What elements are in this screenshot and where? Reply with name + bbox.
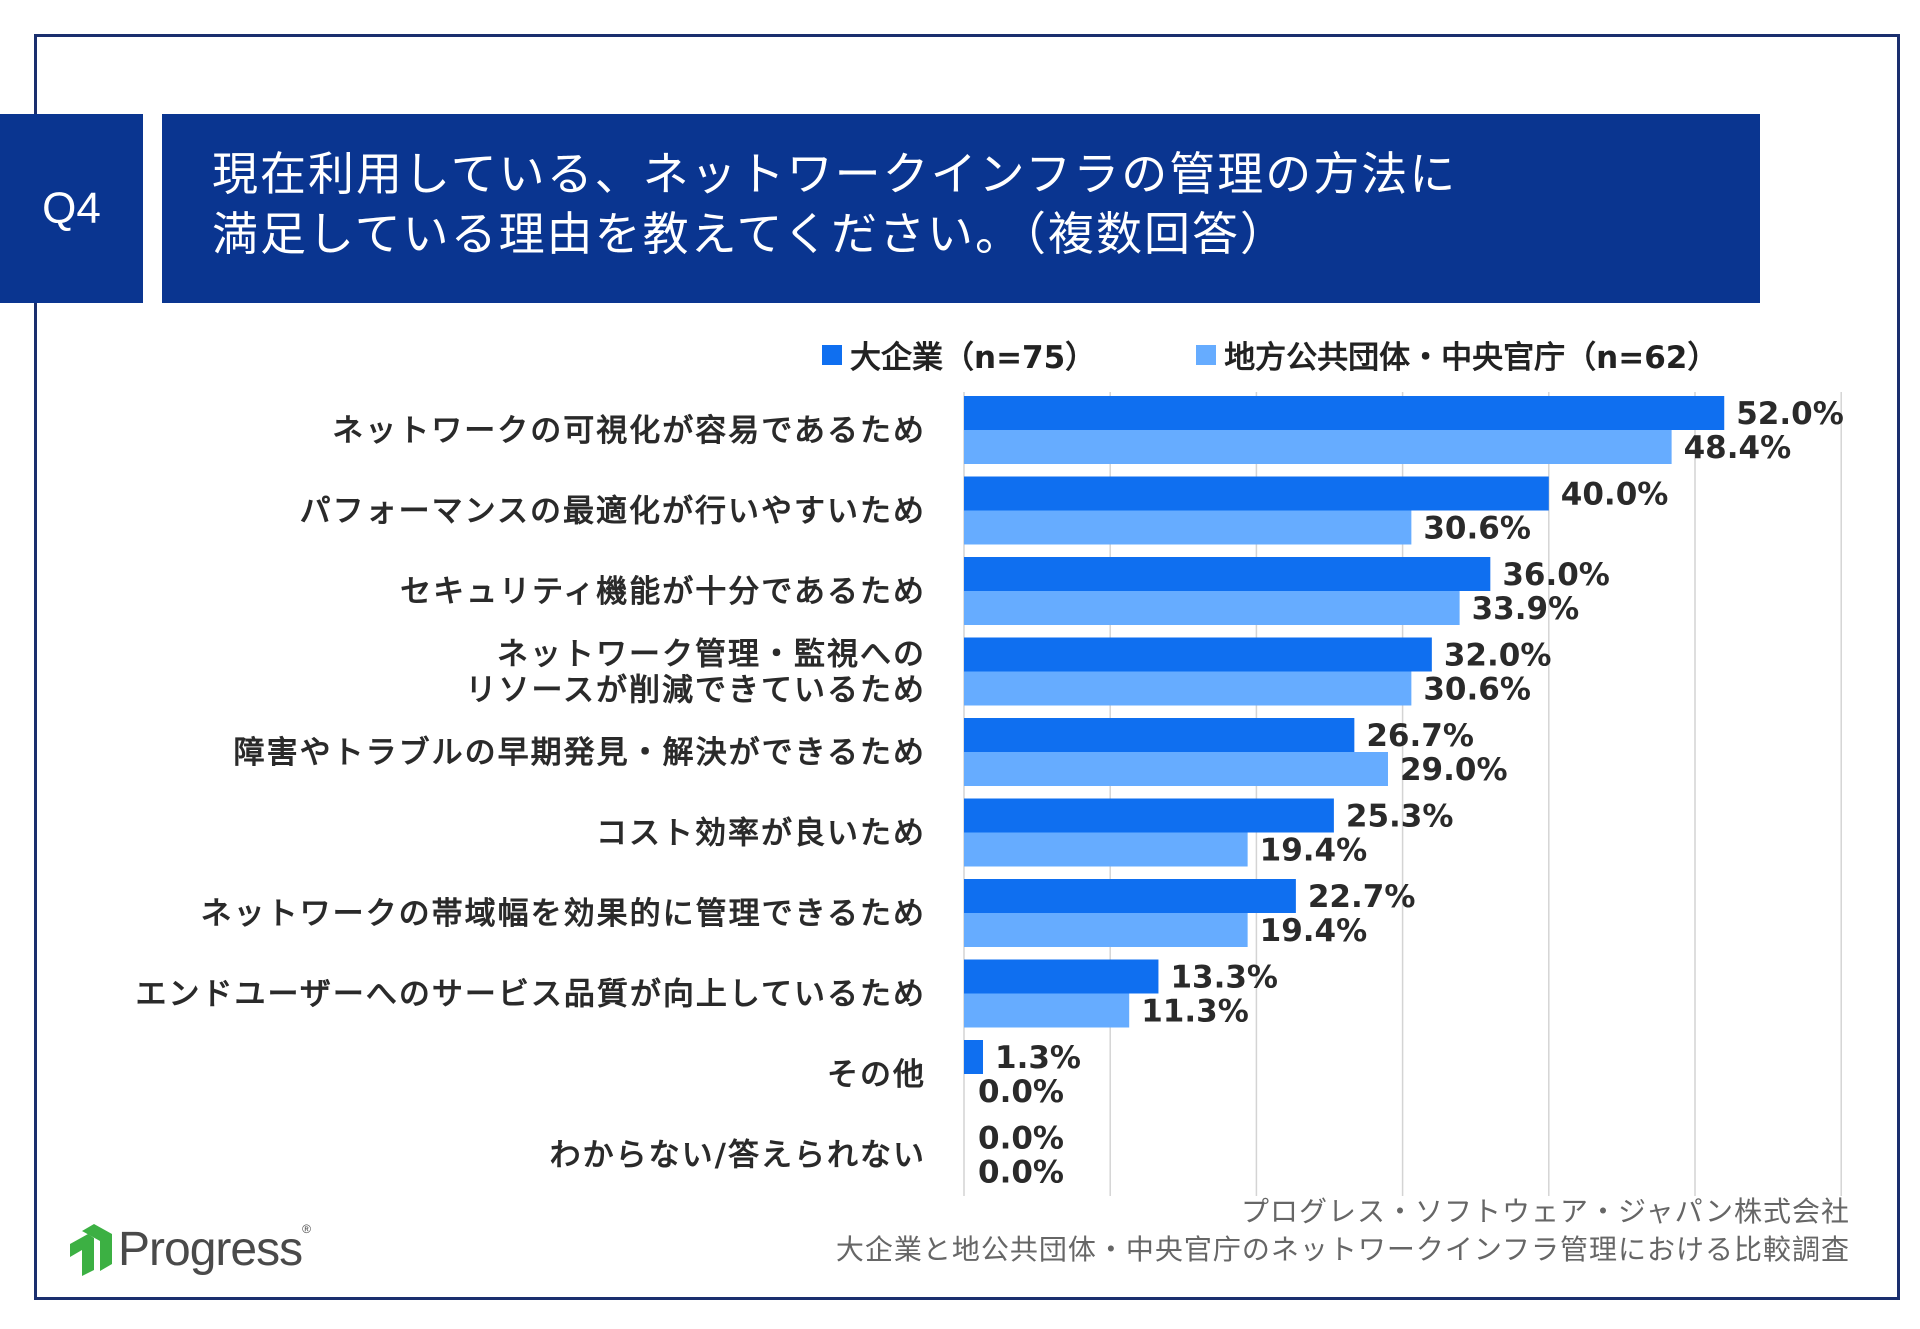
data-label: 1.3% [995, 1040, 1081, 1076]
chart-title: 現在利用している、ネットワークインフラの管理の方法に 満足している理由を教えてく… [162, 114, 1760, 303]
data-label: 29.0% [1400, 752, 1508, 788]
progress-logo-icon [70, 1223, 112, 1276]
category-label: コスト効率が良いため [596, 816, 926, 852]
category-label: エンドユーザーへのサービス品質が向上しているため [136, 977, 926, 1013]
category-label: ネットワークの可視化が容易であるため [332, 413, 926, 449]
data-label: 48.4% [1684, 430, 1792, 466]
data-label: 32.0% [1444, 638, 1552, 674]
data-label: 0.0% [978, 1074, 1064, 1110]
category-label: ネットワークの帯域幅を効果的に管理できるため [201, 896, 926, 932]
data-label: 52.0% [1736, 396, 1844, 432]
question-label: Q4 [0, 114, 143, 303]
bar-series1 [964, 879, 1296, 913]
legend-swatch-series2 [1196, 344, 1217, 365]
data-label: 19.4% [1260, 833, 1368, 869]
bar-series1 [964, 798, 1334, 833]
data-label: 19.4% [1260, 913, 1368, 949]
source-line-1: プログレス・ソフトウェア・ジャパン株式会社 [1240, 1195, 1850, 1228]
data-label: 36.0% [1502, 557, 1610, 593]
title-line-1: 現在利用している、ネットワークインフラの管理の方法に [212, 147, 1458, 201]
data-label: 25.3% [1346, 799, 1454, 835]
bar-series2 [964, 832, 1248, 867]
title-line-2: 満足している理由を教えてください。（複数回答） [212, 207, 1288, 261]
data-label: 0.0% [978, 1155, 1064, 1191]
source-note: プログレス・ソフトウェア・ジャパン株式会社 大企業と地公共団体・中央官庁のネット… [836, 1193, 1850, 1269]
bar-series1 [964, 718, 1355, 752]
legend-item-series2: 地方公共団体・中央官庁（n=62） [1196, 332, 1718, 377]
legend: 大企業（n=75） 地方公共団体・中央官庁（n=62） [822, 332, 1818, 377]
bar-series2 [964, 913, 1248, 947]
data-label: 13.3% [1170, 960, 1278, 996]
bar-series2 [964, 671, 1412, 706]
bar-series1 [964, 396, 1725, 430]
category-label: わからない/答えられない [550, 1138, 926, 1174]
data-label: 22.7% [1308, 879, 1416, 915]
data-label: 0.0% [978, 1121, 1064, 1157]
bar-series2 [964, 752, 1388, 786]
category-label: セキュリティ機能が十分であるため [400, 574, 926, 610]
category-label: パフォーマンスの最適化が行いやすいため [300, 494, 926, 530]
legend-label-series1: 大企業（n=75） [850, 340, 1097, 376]
data-label: 30.6% [1423, 672, 1531, 708]
data-label: 40.0% [1561, 477, 1669, 513]
progress-logo: Progress® [66, 1222, 311, 1277]
data-label: 30.6% [1423, 511, 1531, 547]
category-label: 障害やトラブルの早期発見・解決ができるため [234, 735, 926, 771]
legend-item-series1: 大企業（n=75） [822, 332, 1096, 377]
legend-swatch-series1 [822, 344, 842, 365]
bar-series1 [964, 1040, 984, 1074]
bar-series1 [964, 959, 1159, 994]
source-line-2: 大企業と地公共団体・中央官庁のネットワークインフラ管理における比較調査 [835, 1233, 1850, 1266]
bar-series2 [964, 993, 1130, 1028]
legend-label-series2: 地方公共団体・中央官庁（n=62） [1224, 340, 1719, 376]
category-label: リソースが削減できているため [466, 673, 926, 709]
bar-series2 [964, 591, 1460, 625]
data-label: 11.3% [1141, 994, 1249, 1030]
bar-series2 [964, 430, 1672, 464]
data-label: 33.9% [1472, 591, 1580, 627]
bar-series1 [964, 476, 1549, 511]
bar-series1 [964, 557, 1491, 591]
bar-series2 [964, 510, 1412, 545]
bar-series1 [964, 637, 1432, 672]
chart-frame [34, 34, 1900, 1300]
data-label: 26.7% [1366, 718, 1474, 754]
category-label: その他 [827, 1057, 926, 1093]
category-label: ネットワーク管理・監視への [497, 637, 926, 673]
logo-text: Progress® [118, 1222, 311, 1276]
